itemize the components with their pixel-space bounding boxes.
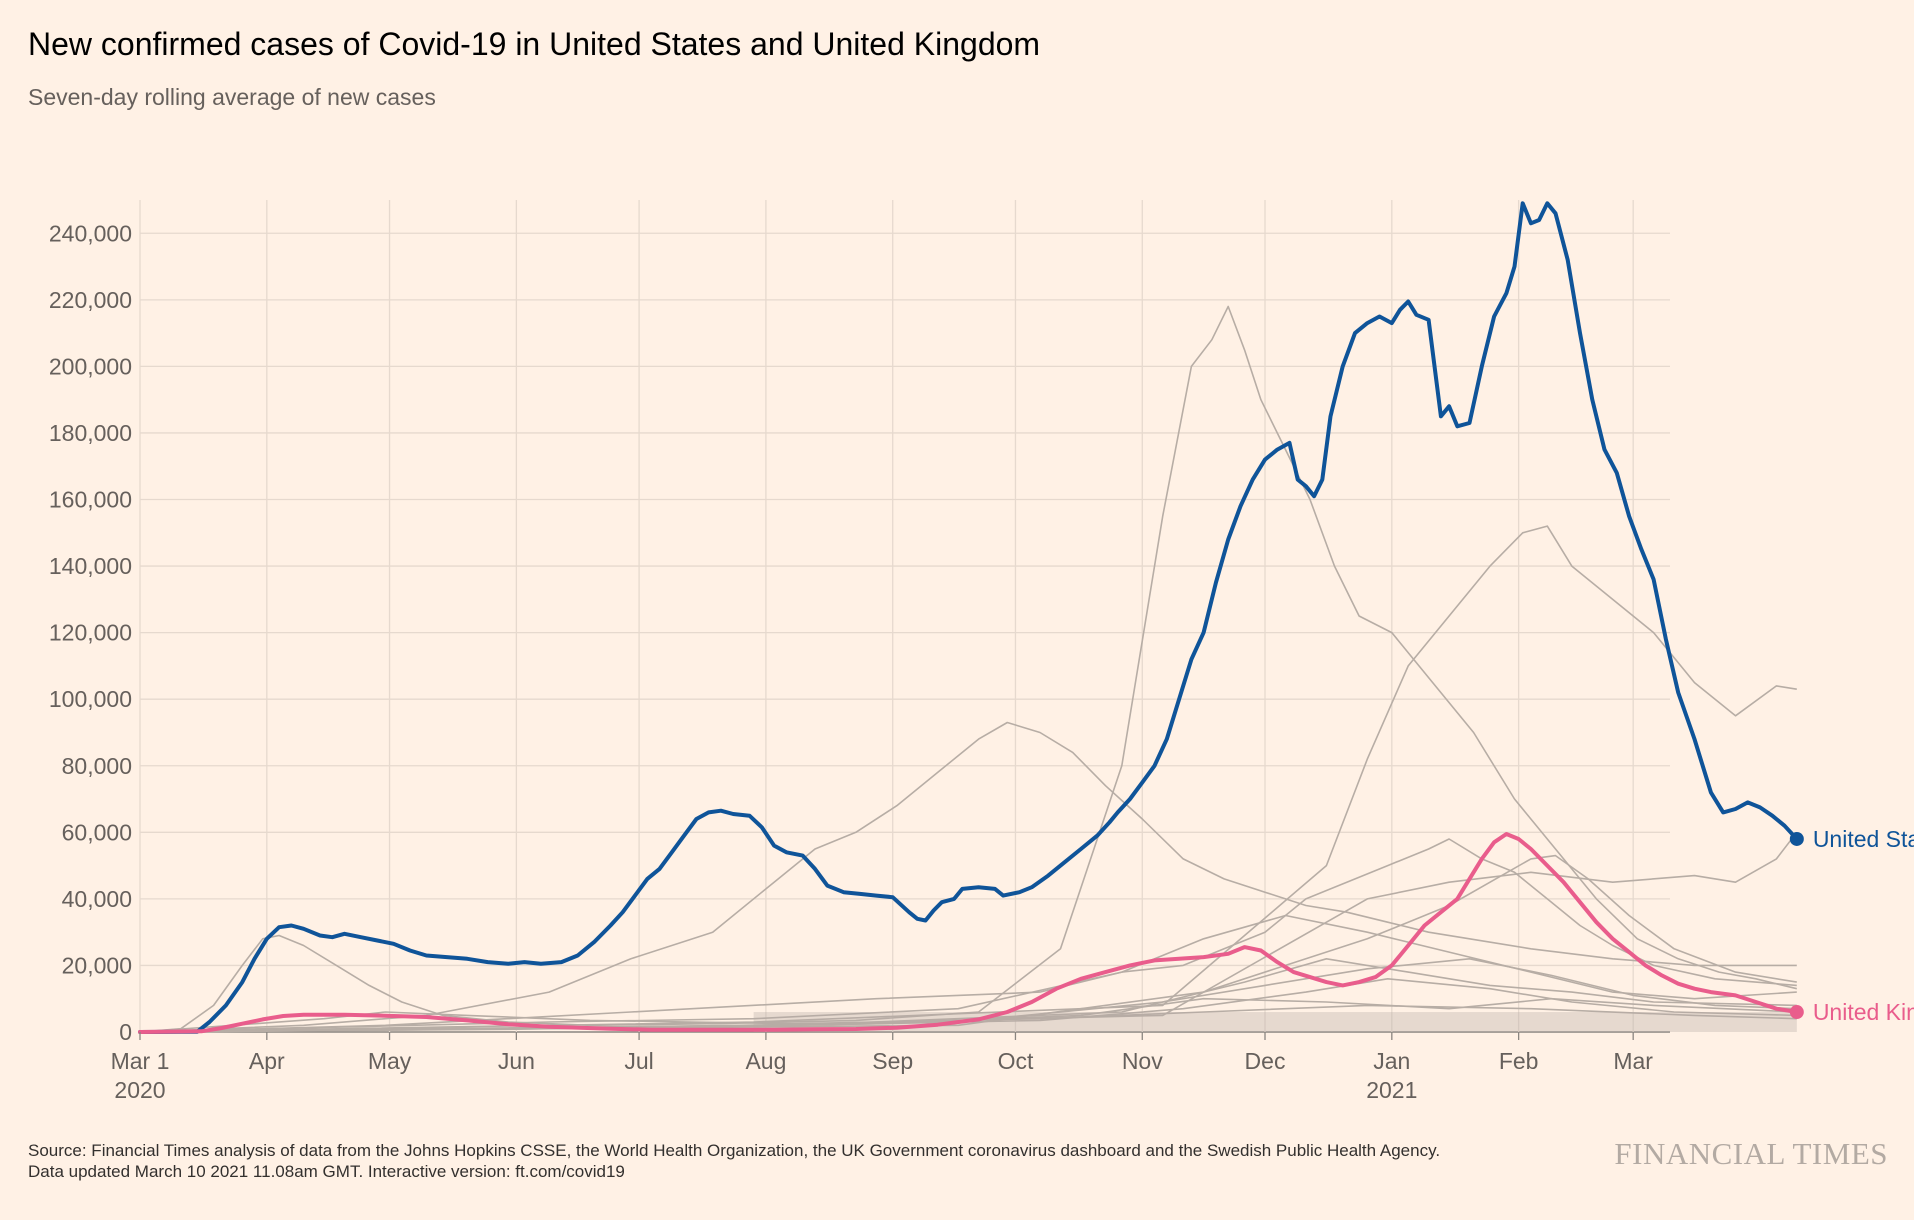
united-kingdom-label: United Kingdom xyxy=(1813,999,1914,1025)
y-tick-label: 200,000 xyxy=(49,353,132,379)
x-tick-label: Oct xyxy=(998,1048,1034,1074)
x-tick-label: Jan xyxy=(1373,1048,1410,1074)
line-chart: United States United Kingdom 0 20,000 40,00… xyxy=(49,200,1914,1103)
axes: 0 20,000 40,000 60,000 80,000 100,000 120,000 1… xyxy=(49,220,1653,1103)
y-tick-label: 40,000 xyxy=(62,886,132,912)
ft-logo: FINANCIAL TIMES xyxy=(1614,1136,1888,1171)
united-kingdom-endpoint xyxy=(1789,1005,1804,1020)
background-country-line xyxy=(139,1004,1797,1033)
united-states-label: United States xyxy=(1813,826,1914,852)
y-tick-label: 140,000 xyxy=(49,553,132,579)
x-tick-label: Dec xyxy=(1245,1048,1286,1074)
y-tick-label: 80,000 xyxy=(62,753,132,779)
y-tick-label: 20,000 xyxy=(62,952,132,978)
x-tick-label: Jun xyxy=(498,1048,535,1074)
source-note: Source: Financial Times analysis of data… xyxy=(28,1141,1441,1160)
background-country-line xyxy=(139,854,1797,1033)
x-tick-label: Mar 1 xyxy=(111,1048,170,1074)
y-tick-label: 0 xyxy=(119,1019,132,1045)
y-tick-label: 160,000 xyxy=(49,487,132,513)
x-tick-label: May xyxy=(368,1048,412,1074)
background-country-line xyxy=(139,914,1797,1033)
background-country-line xyxy=(139,305,1797,1033)
background-country-line xyxy=(139,721,1797,1033)
updated-note: Data updated March 10 2021 11.08am GMT. … xyxy=(28,1162,625,1181)
y-tick-label: 220,000 xyxy=(49,287,132,313)
x-tick-year-label: 2020 xyxy=(114,1077,165,1103)
chart-title: New confirmed cases of Covid-19 in Unite… xyxy=(28,26,1041,62)
united-states-endpoint xyxy=(1789,831,1804,846)
united-kingdom-line xyxy=(138,832,1799,1034)
y-tick-label: 100,000 xyxy=(49,686,132,712)
grid xyxy=(139,200,1670,1033)
background-country-line xyxy=(139,525,1797,1033)
x-tick-year-label: 2021 xyxy=(1366,1077,1417,1103)
background-country-line xyxy=(139,997,1797,1033)
x-tick-label: Jul xyxy=(624,1048,653,1074)
x-tick-label: Aug xyxy=(745,1048,786,1074)
highlighted-series: United States United Kingdom xyxy=(138,201,1914,1034)
x-tick-label: Sep xyxy=(872,1048,913,1074)
y-tick-label: 120,000 xyxy=(49,620,132,646)
y-tick-label: 180,000 xyxy=(49,420,132,446)
chart-subtitle: Seven-day rolling average of new cases xyxy=(28,84,436,110)
y-tick-label: 240,000 xyxy=(49,220,132,246)
united-states-line xyxy=(138,201,1799,1034)
background-country-line xyxy=(139,831,1798,1033)
x-tick-label: Nov xyxy=(1122,1048,1163,1074)
x-tick-label: Apr xyxy=(249,1048,285,1074)
background-country-band xyxy=(753,1012,1797,1032)
background-country-line xyxy=(139,838,1797,1033)
other-countries-lines xyxy=(139,305,1798,1033)
x-tick-label: Mar xyxy=(1613,1048,1653,1074)
y-tick-label: 60,000 xyxy=(62,819,132,845)
footer: Source: Financial Times analysis of data… xyxy=(28,1140,1558,1182)
x-tick-label: Feb xyxy=(1499,1048,1539,1074)
